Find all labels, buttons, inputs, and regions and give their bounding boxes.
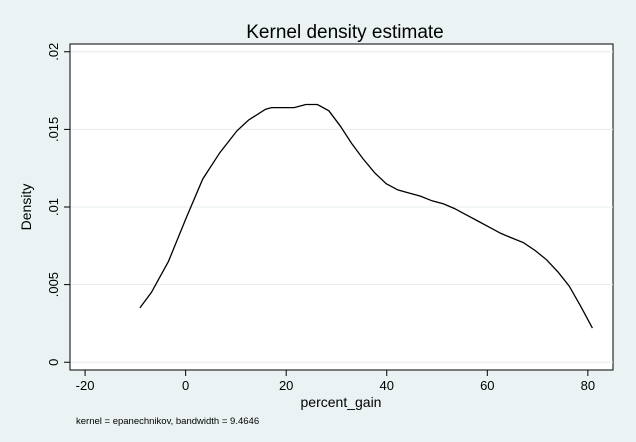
grid-lines [70, 51, 613, 363]
x-axis: -20 0 20 40 60 80 [70, 369, 613, 393]
kernel-note: kernel = epanechnikov, bandwidth = 9.464… [76, 416, 259, 427]
density-curve [139, 103, 593, 329]
y-tick-label: .01 [46, 198, 61, 216]
x-tick-label: 0 [182, 378, 189, 393]
y-tick-label: 0 [46, 359, 61, 366]
y-tick-label: .005 [46, 272, 61, 297]
y-axis: 0 .005 .01 .015 .02 [46, 43, 71, 370]
y-tick-label: .015 [46, 117, 61, 142]
x-tick-label: 20 [279, 378, 293, 393]
x-tick-label: 80 [581, 378, 595, 393]
y-axis-label: Density [18, 184, 34, 231]
x-tick-label: 40 [380, 378, 394, 393]
chart-title: Kernel density estimate [246, 22, 444, 43]
x-tick-label: -20 [76, 378, 95, 393]
x-tick-label: 60 [480, 378, 494, 393]
x-axis-label: percent_gain [301, 394, 382, 410]
y-tick-label: .02 [46, 43, 61, 61]
